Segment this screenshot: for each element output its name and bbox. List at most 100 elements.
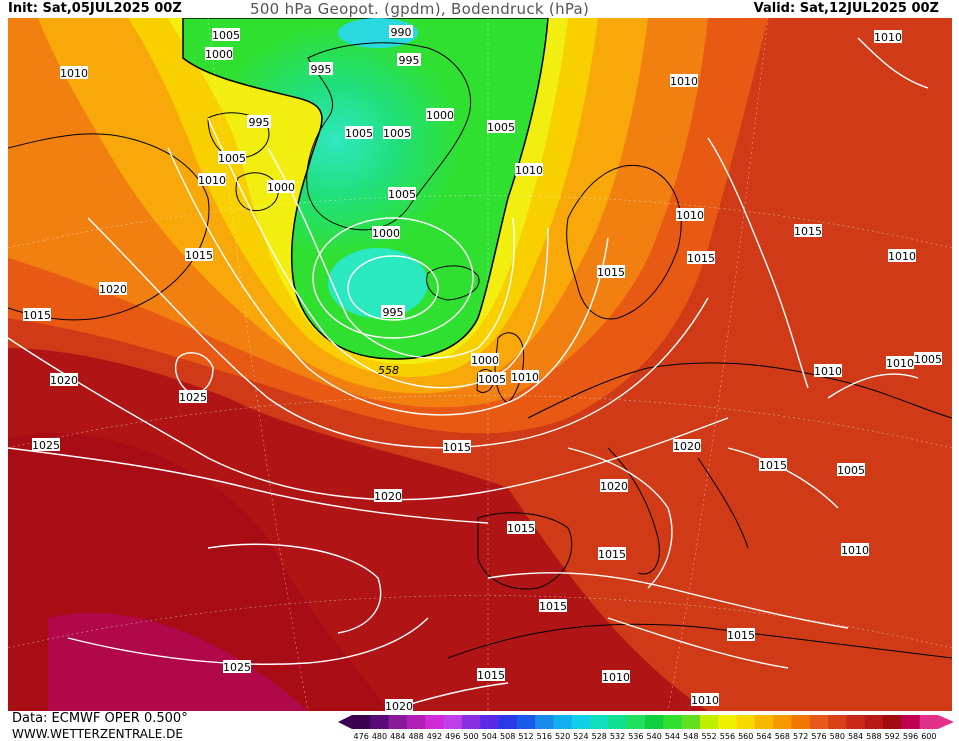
svg-text:1015: 1015 [794,225,822,238]
pressure-label: 1010 [515,163,543,177]
pressure-label: 1015 [727,628,755,642]
scale-label: 588 [866,732,881,741]
pressure-label: 1005 [388,187,416,201]
isobars [8,37,929,711]
svg-text:1015: 1015 [539,600,567,613]
pressure-label: 1020 [600,479,628,493]
svg-text:1015: 1015 [443,441,471,454]
scale-label: 520 [555,732,570,741]
pressure-label: 1005 [837,463,865,477]
scale-swatch [699,715,719,729]
svg-text:1025: 1025 [223,661,251,674]
scale-label: 528 [592,732,607,741]
pressure-label: 1005 [914,352,942,366]
pressure-label: 1020 [50,373,78,387]
scale-swatch [443,715,463,729]
svg-text:1010: 1010 [814,365,842,378]
scale-swatch [718,715,738,729]
coastlines [8,42,952,659]
svg-text:1025: 1025 [179,391,207,404]
pressure-label: 1015 [598,547,626,561]
svg-text:1005: 1005 [914,353,942,366]
svg-text:1015: 1015 [477,669,505,682]
pressure-label: 1020 [385,699,413,711]
svg-text:995: 995 [383,306,404,319]
scale-swatch [388,715,408,729]
svg-text:1020: 1020 [673,440,701,453]
svg-text:1000: 1000 [372,227,400,240]
svg-text:1015: 1015 [759,459,787,472]
weather-map: 558 1005 990 1000 995 995 1010 995 1000 … [8,18,952,711]
svg-text:1000: 1000 [426,109,454,122]
scale-swatch [809,715,829,729]
scale-label: 540 [647,732,662,741]
scale-swatch [461,715,481,729]
scale-label: 496 [445,732,460,741]
pressure-label: 1025 [32,438,60,452]
svg-text:1015: 1015 [687,252,715,265]
pressure-label: 1025 [179,390,207,404]
svg-text:1005: 1005 [218,152,246,165]
scale-swatch [608,715,628,729]
svg-text:1020: 1020 [50,374,78,387]
scale-label: 480 [372,732,387,741]
svg-text:1010: 1010 [602,671,630,684]
scale-label: 492 [427,732,442,741]
scale-swatch [901,715,921,729]
pressure-label: 1010 [874,30,902,44]
scale-label: 552 [701,732,716,741]
scale-label: 516 [537,732,552,741]
scale-label: 476 [354,732,369,741]
scale-swatch [406,715,426,729]
svg-text:1010: 1010 [888,250,916,263]
svg-text:995: 995 [311,63,332,76]
scale-swatch [846,715,866,729]
pressure-label: 1015 [597,265,625,279]
scale-label: 500 [463,732,478,741]
scale-swatch [352,715,371,729]
scale-label: 592 [885,732,900,741]
scale-label: 596 [903,732,918,741]
scale-swatch [828,715,847,729]
pressure-label: 1005 [487,120,515,134]
pressure-label: 995 [397,53,421,67]
scale-label: 564 [756,732,771,741]
scale-swatch [571,715,591,729]
pressure-label: 1005 [218,151,246,165]
scale-swatch [736,715,756,729]
scale-swatch [883,715,902,729]
pressure-label: 1015 [477,668,505,682]
scale-label: 488 [408,732,423,741]
pressure-label: 990 [389,25,413,39]
pressure-label: 1010 [670,74,698,88]
svg-text:1000: 1000 [205,48,233,61]
svg-text:1005: 1005 [478,373,506,386]
pressure-label: 1010 [511,370,539,384]
scale-label: 532 [610,732,625,741]
pressure-label: 1010 [676,208,704,222]
pressure-label: 1015 [185,248,213,262]
svg-text:1010: 1010 [874,31,902,44]
scale-label: 484 [390,732,405,741]
scale-swatch [919,715,939,729]
pressure-label: 1015 [539,599,567,613]
svg-text:1020: 1020 [385,700,413,711]
pressure-label: 1010 [888,249,916,263]
scale-label: 560 [738,732,753,741]
scale-swatch [681,715,701,729]
chart-title: 500 hPa Geopot. (gpdm), Bodendruck (hPa) [250,0,590,18]
scale-label: 600 [921,732,936,741]
scale-swatch [754,715,774,729]
svg-text:1010: 1010 [841,544,869,557]
svg-text:1020: 1020 [374,490,402,503]
pressure-label: 1000 [372,226,400,240]
svg-text:1010: 1010 [676,209,704,222]
pressure-label: 1005 [478,372,506,386]
scale-arrow-left [338,715,352,729]
scale-swatch [553,715,573,729]
pressure-label: 995 [309,62,333,76]
pressure-label: 1010 [841,543,869,557]
pressure-label: 1015 [759,458,787,472]
pressure-label: 1010 [602,670,630,684]
pressure-label: 1015 [23,308,51,322]
